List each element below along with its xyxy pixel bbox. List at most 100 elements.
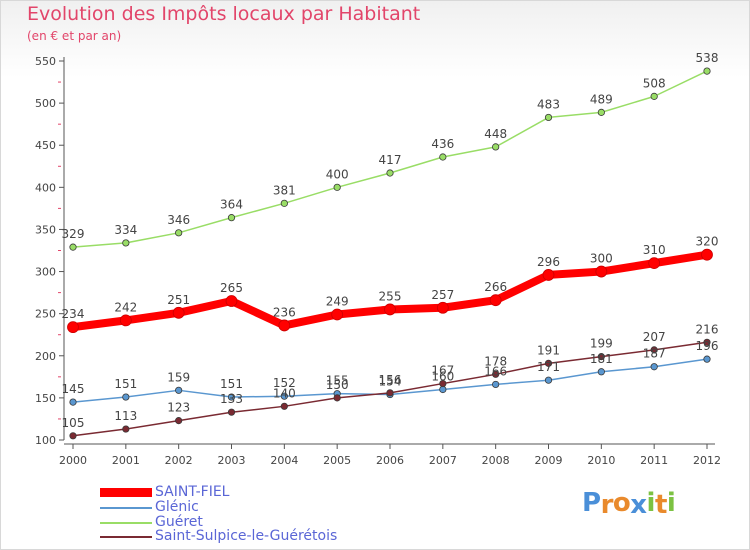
y-tick-label: 200 — [35, 350, 56, 363]
x-tick-label: 2011 — [640, 454, 668, 467]
data-point — [544, 376, 553, 384]
data-label: 257 — [431, 288, 454, 302]
data-point — [172, 306, 185, 319]
data-label: 234 — [62, 307, 85, 321]
data-label: 199 — [590, 337, 613, 351]
data-point — [69, 432, 77, 440]
data-label: 151 — [114, 377, 137, 391]
data-label: 381 — [273, 183, 296, 197]
x-tick-label: 2001 — [112, 454, 140, 467]
y-tick-label: 450 — [35, 139, 56, 152]
logo-letter: x — [630, 490, 647, 520]
data-point — [386, 389, 394, 397]
data-point — [597, 368, 605, 376]
data-point — [384, 303, 396, 316]
data-point — [439, 385, 447, 394]
data-point — [122, 393, 130, 401]
x-tick-label: 2004 — [270, 454, 298, 467]
data-label: 123 — [167, 401, 190, 415]
data-label: 296 — [537, 255, 560, 269]
data-labels: 329 334 346 364 381 400 417 436 448 483 489 508 538 1… — [62, 51, 719, 430]
data-label: 133 — [220, 392, 243, 406]
data-label: 181 — [590, 352, 613, 366]
data-point — [278, 319, 291, 332]
data-point — [333, 394, 341, 402]
legend-swatch-saint-sulpice — [100, 536, 152, 538]
data-point — [280, 392, 288, 400]
logo-letter: r — [600, 490, 614, 520]
x-tick-label: 2008 — [482, 454, 510, 467]
logo-letter: i — [646, 488, 656, 518]
y-tick-label: 500 — [35, 97, 56, 110]
legend-swatch-saint-fiel — [100, 488, 152, 497]
data-point — [703, 355, 711, 363]
data-label: 166 — [484, 364, 507, 378]
legend-label-saint-fiel: SAINT-FIEL — [155, 484, 230, 500]
data-point — [650, 346, 658, 354]
data-label: 538 — [696, 51, 719, 65]
legend-label-saint-sulpice: Saint-Sulpice-le-Guérétois — [155, 528, 338, 544]
data-label: 508 — [643, 76, 666, 90]
data-point — [333, 183, 341, 191]
data-point — [703, 338, 711, 346]
x-tick-label: 2000 — [59, 454, 87, 467]
data-point — [439, 379, 447, 388]
data-label: 155 — [326, 374, 349, 388]
x-tick-label: 2003 — [218, 454, 246, 467]
data-point — [489, 294, 502, 307]
legend-label-glenic: Glénic — [155, 499, 199, 515]
data-label: 156 — [379, 373, 402, 387]
data-point — [650, 363, 658, 371]
data-point — [227, 393, 236, 401]
data-label: 207 — [643, 330, 666, 344]
data-point — [650, 92, 658, 100]
x-tick-label: 2012 — [693, 454, 721, 467]
data-point — [122, 425, 130, 433]
y-tick-label: 250 — [35, 308, 56, 321]
y-tick-label: 350 — [35, 223, 56, 236]
legend-swatch-gueret — [100, 522, 152, 524]
logo-letter: P — [582, 488, 601, 518]
data-label: 265 — [220, 281, 243, 295]
x-tick-label: 2002 — [165, 454, 193, 467]
x-tick-label: 2009 — [535, 454, 563, 467]
data-point — [225, 295, 238, 307]
data-point — [227, 214, 236, 222]
x-tick-label: 2006 — [376, 454, 404, 467]
data-point — [597, 108, 605, 116]
data-point — [703, 67, 711, 75]
series-points — [67, 67, 713, 440]
data-label: 178 — [484, 354, 507, 368]
data-label: 152 — [273, 376, 296, 390]
data-label: 113 — [114, 409, 137, 423]
data-label: 300 — [590, 252, 613, 266]
data-point — [175, 229, 183, 237]
data-label: 150 — [326, 378, 349, 392]
data-point — [119, 314, 132, 327]
data-point — [595, 265, 608, 278]
data-label: 187 — [643, 347, 666, 361]
chart-subtitle: (en € et par an) — [27, 29, 122, 43]
data-point — [67, 321, 79, 334]
data-label: 346 — [167, 213, 190, 227]
legend-label-gueret: Guéret — [155, 514, 203, 530]
data-point — [175, 417, 183, 425]
data-point — [544, 113, 553, 122]
data-label: 417 — [379, 153, 402, 167]
data-point — [122, 239, 130, 247]
data-point — [280, 402, 288, 410]
proxiti-logo: Proxiti — [582, 488, 676, 520]
data-point — [436, 301, 449, 314]
x-tick-label: 2010 — [587, 454, 615, 467]
data-label: 171 — [537, 360, 560, 374]
y-tick-label: 400 — [35, 181, 56, 194]
x-tick-label: 2005 — [323, 454, 351, 467]
logo-letter: o — [612, 488, 631, 518]
data-label: 167 — [431, 364, 454, 378]
data-point — [542, 269, 555, 281]
data-point — [227, 408, 236, 416]
logo-letter: t — [654, 490, 667, 520]
legend-swatch-glenic — [100, 507, 152, 509]
